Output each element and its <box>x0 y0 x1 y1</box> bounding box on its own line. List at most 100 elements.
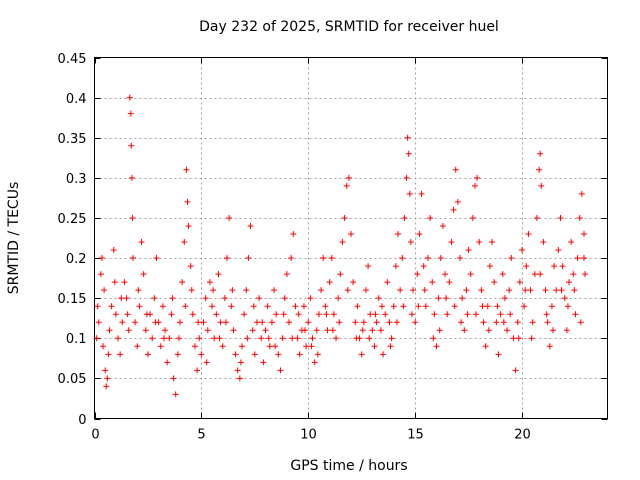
data-point <box>412 319 419 326</box>
data-point <box>543 311 550 318</box>
data-point <box>277 367 284 374</box>
data-point <box>523 263 530 270</box>
data-point <box>128 142 135 149</box>
data-point <box>203 359 210 366</box>
data-point <box>409 287 416 294</box>
data-point <box>280 311 287 318</box>
data-point <box>149 335 156 342</box>
data-point <box>469 214 476 221</box>
data-point <box>457 255 464 262</box>
data-point <box>473 311 480 318</box>
data-point <box>571 287 578 294</box>
data-point <box>572 311 579 318</box>
data-point <box>536 166 543 173</box>
data-point <box>548 303 555 310</box>
data-point <box>134 343 141 350</box>
data-point <box>494 303 501 310</box>
data-point <box>228 303 235 310</box>
data-point <box>485 327 492 334</box>
data-point <box>221 295 228 302</box>
data-point <box>160 335 167 342</box>
data-point <box>433 343 440 350</box>
data-point <box>452 166 459 173</box>
data-point <box>213 311 220 318</box>
data-point <box>94 303 101 310</box>
data-point <box>237 359 244 366</box>
data-point <box>353 335 360 342</box>
data-point <box>484 303 491 310</box>
data-point <box>339 239 346 246</box>
data-point <box>105 351 112 358</box>
data-point <box>189 311 196 318</box>
data-point <box>318 287 325 294</box>
data-point <box>397 287 404 294</box>
data-point <box>437 255 444 262</box>
data-point <box>542 287 549 294</box>
data-point <box>224 255 231 262</box>
data-point <box>128 174 135 181</box>
data-point <box>464 311 471 318</box>
data-point <box>159 303 166 310</box>
x-tick-label: 5 <box>197 428 205 443</box>
data-point <box>170 375 177 382</box>
data-point <box>373 319 380 326</box>
data-point <box>448 239 455 246</box>
data-point <box>181 239 188 246</box>
data-point <box>578 190 585 197</box>
data-point <box>574 255 581 262</box>
data-point <box>378 303 385 310</box>
data-point <box>211 335 218 342</box>
data-point <box>140 271 147 278</box>
data-point <box>476 239 483 246</box>
data-point <box>322 303 329 310</box>
data-point <box>264 303 271 310</box>
data-point <box>330 311 337 318</box>
data-point <box>580 255 587 262</box>
data-point <box>281 295 288 302</box>
data-point <box>302 327 309 334</box>
data-point <box>431 311 438 318</box>
y-tick-label: 0.1 <box>66 332 87 347</box>
data-point <box>326 279 333 286</box>
data-point <box>561 295 568 302</box>
data-point <box>232 351 239 358</box>
x-axis-label: GPS time / hours <box>290 458 407 474</box>
data-point <box>153 255 160 262</box>
x-axis: 0 5 10 15 20 <box>91 57 531 443</box>
data-point <box>241 311 248 318</box>
data-point <box>395 230 402 237</box>
data-point <box>538 182 545 189</box>
data-point <box>275 351 282 358</box>
x-tick-label: 10 <box>300 428 317 443</box>
data-point <box>443 295 450 302</box>
data-point <box>382 311 389 318</box>
data-point <box>151 295 158 302</box>
data-point <box>93 335 100 342</box>
data-point <box>471 182 478 189</box>
data-point <box>486 263 493 270</box>
data-point <box>311 359 318 366</box>
data-point <box>352 319 359 326</box>
data-point <box>407 239 414 246</box>
data-point <box>283 271 290 278</box>
x-tick-label: 0 <box>91 428 99 443</box>
data-point <box>329 327 336 334</box>
data-point <box>390 303 397 310</box>
data-point <box>305 319 312 326</box>
data-point <box>144 351 151 358</box>
data-point <box>292 303 299 310</box>
data-point <box>478 287 485 294</box>
data-point <box>414 271 421 278</box>
data-point <box>335 295 342 302</box>
data-point <box>576 214 583 221</box>
data-point <box>510 335 517 342</box>
data-point <box>164 359 171 366</box>
data-point <box>459 295 466 302</box>
data-point <box>100 343 107 350</box>
data-point <box>358 351 365 358</box>
data-point <box>549 327 556 334</box>
data-point <box>191 343 198 350</box>
data-point <box>529 319 536 326</box>
data-point <box>415 303 422 310</box>
